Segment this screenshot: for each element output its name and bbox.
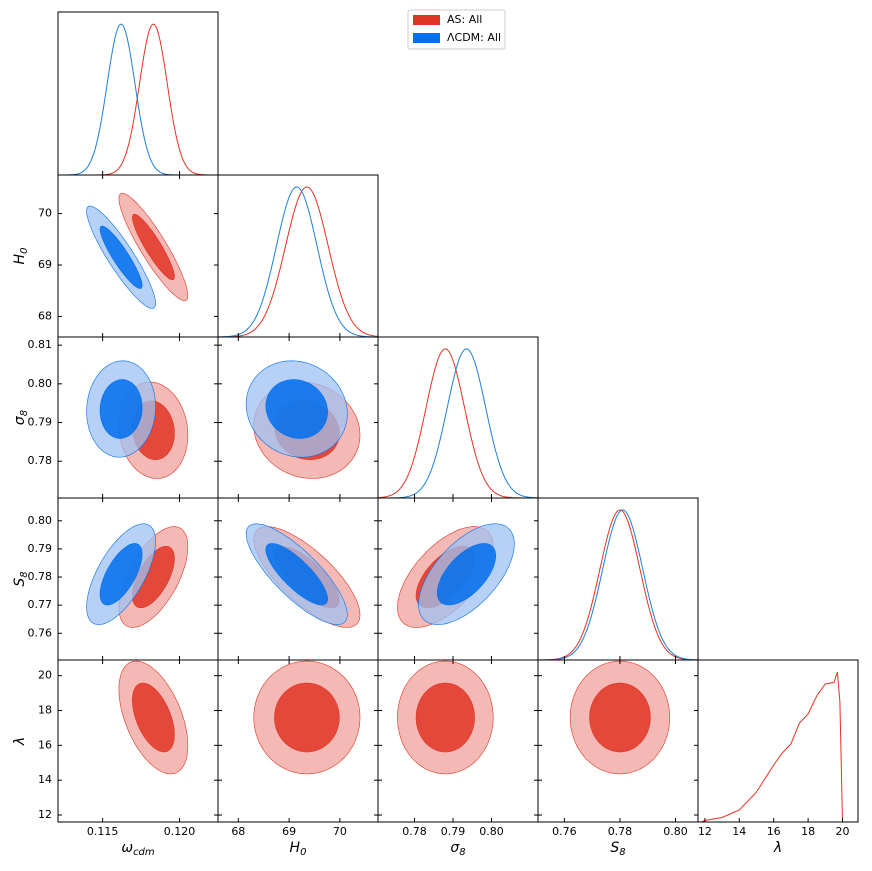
legend-swatch: [413, 33, 440, 43]
y-tick-label: 68: [38, 309, 52, 322]
panel: [86, 192, 189, 309]
x-tick-label: 0.78: [402, 825, 427, 838]
y-tick-label: 0.76: [28, 626, 53, 639]
legend-swatch: [413, 15, 440, 25]
contour: [265, 543, 328, 606]
axis-symbol: H: [290, 840, 301, 856]
panel: [86, 360, 189, 479]
panel: [218, 186, 378, 337]
x-tick-label: 0.120: [164, 825, 196, 838]
axis-subscript: 8: [619, 847, 625, 858]
panel: [245, 523, 361, 628]
panel: [118, 660, 189, 775]
y-tick-label: 0.79: [28, 416, 53, 429]
contour: [131, 213, 175, 281]
x-tick-label: 20: [836, 825, 850, 838]
x-tick-label: 70: [333, 825, 347, 838]
axis-symbol: λ: [12, 737, 28, 746]
axis-subscript: cdm: [133, 847, 155, 858]
axis-label: λ: [773, 840, 782, 856]
panel: [86, 523, 189, 628]
contour: [589, 682, 651, 753]
x-tick-label: 18: [801, 825, 815, 838]
contour: [99, 543, 143, 606]
panel: [397, 523, 515, 628]
axis-label: σ8: [450, 840, 465, 858]
x-tick-label: 0.80: [663, 825, 688, 838]
y-tick-label: 0.80: [28, 514, 53, 527]
panel: [397, 660, 494, 775]
legend: AS: All ΛCDM: All: [407, 9, 506, 50]
axis-subscript: 8: [19, 571, 30, 577]
axis-subscript: 0: [300, 847, 306, 858]
axis-symbol: σ: [450, 840, 460, 856]
y-tick-label: 0.78: [28, 570, 53, 583]
x-tick-label: 14: [732, 825, 746, 838]
y-tick-label: 0.81: [28, 338, 53, 351]
x-tick-label: 0.76: [552, 825, 577, 838]
x-tick-label: 0.79: [441, 825, 466, 838]
panel: [253, 660, 361, 775]
axis-label: σ8: [12, 410, 30, 425]
axis-label: H0: [290, 840, 307, 858]
panel: [245, 360, 361, 479]
legend-label: AS: All: [447, 13, 482, 26]
axis-subscript: 0: [19, 248, 30, 254]
axis-symbol: ω: [121, 840, 133, 856]
y-tick-label: 0.80: [28, 377, 53, 390]
y-tick-label: 20: [38, 669, 52, 682]
x-tick-label: 0.80: [479, 825, 504, 838]
density-curve: [701, 671, 843, 822]
x-tick-label: 16: [767, 825, 781, 838]
legend-label: ΛCDM: All: [447, 31, 501, 44]
axis-subscript: 8: [459, 847, 465, 858]
contour: [265, 379, 328, 439]
axis-label: S8: [12, 571, 30, 586]
x-tick-label: 68: [231, 825, 245, 838]
axis-label: λ: [12, 737, 28, 746]
y-tick-label: 12: [38, 808, 52, 821]
y-tick-label: 0.77: [28, 598, 53, 611]
y-tick-label: 16: [38, 738, 52, 751]
axis-symbol: λ: [773, 840, 782, 856]
contour: [415, 682, 475, 753]
axis-subscript: 8: [19, 410, 30, 416]
contour: [131, 682, 175, 753]
panel: [58, 23, 218, 175]
y-tick-label: 14: [38, 773, 52, 786]
x-tick-label: 69: [282, 825, 296, 838]
x-tick-label: 0.115: [87, 825, 119, 838]
x-tick-label: 12: [698, 825, 712, 838]
panel: [569, 660, 670, 775]
axis-symbol: S: [12, 578, 28, 587]
density-curve: [58, 23, 218, 175]
axis-label: H0: [12, 248, 30, 265]
y-tick-label: 69: [38, 258, 52, 271]
panel: [701, 671, 843, 822]
density-curve: [58, 23, 218, 175]
y-tick-label: 0.78: [28, 454, 53, 467]
axis-symbol: σ: [12, 415, 28, 425]
contour: [99, 225, 143, 289]
contour: [274, 682, 340, 753]
y-tick-label: 70: [38, 207, 52, 220]
y-tick-label: 0.79: [28, 542, 53, 555]
axis-symbol: S: [610, 840, 619, 856]
axis-label: S8: [610, 840, 625, 858]
panel-frame: [697, 659, 859, 823]
density-curve: [218, 186, 378, 337]
density-curve: [378, 348, 538, 498]
y-tick-label: 18: [38, 704, 52, 717]
axis-label: ωcdm: [121, 840, 155, 858]
contour: [436, 543, 496, 606]
x-tick-label: 0.78: [608, 825, 633, 838]
axis-symbol: H: [12, 253, 28, 264]
contour: [99, 379, 143, 439]
density-curve: [218, 186, 378, 337]
